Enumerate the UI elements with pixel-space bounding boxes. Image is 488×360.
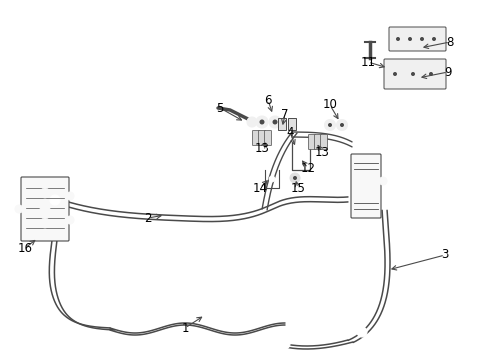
Circle shape [280, 339, 289, 349]
Circle shape [268, 176, 274, 182]
Circle shape [410, 72, 414, 76]
Circle shape [395, 37, 399, 41]
Text: 14: 14 [252, 181, 267, 194]
Circle shape [392, 72, 396, 76]
Text: 16: 16 [18, 242, 32, 255]
Circle shape [246, 117, 257, 127]
Bar [278, 118, 285, 130]
FancyBboxPatch shape [258, 130, 265, 145]
Text: 13: 13 [314, 145, 329, 158]
Text: 5: 5 [216, 102, 223, 114]
Circle shape [428, 72, 432, 76]
Circle shape [324, 120, 335, 130]
Circle shape [407, 37, 411, 41]
Circle shape [15, 205, 23, 213]
Circle shape [256, 116, 267, 128]
FancyBboxPatch shape [314, 135, 321, 149]
Circle shape [339, 123, 343, 127]
FancyBboxPatch shape [388, 27, 445, 51]
Circle shape [292, 176, 296, 180]
Circle shape [40, 188, 50, 198]
Circle shape [428, 34, 438, 44]
FancyBboxPatch shape [350, 154, 380, 218]
Circle shape [407, 69, 417, 79]
Circle shape [40, 203, 50, 213]
FancyBboxPatch shape [308, 135, 315, 149]
Text: 6: 6 [264, 94, 271, 107]
Text: 12: 12 [300, 162, 315, 175]
Text: 9: 9 [443, 66, 451, 78]
FancyBboxPatch shape [383, 59, 445, 89]
FancyBboxPatch shape [264, 130, 271, 145]
Circle shape [289, 173, 299, 183]
Circle shape [296, 152, 305, 160]
Circle shape [404, 34, 414, 44]
Text: 15: 15 [290, 181, 305, 194]
Circle shape [50, 195, 60, 205]
Circle shape [40, 218, 50, 228]
Circle shape [389, 69, 399, 79]
Text: 3: 3 [440, 248, 448, 261]
Circle shape [431, 37, 435, 41]
Circle shape [66, 216, 74, 224]
Circle shape [356, 327, 366, 337]
Text: 4: 4 [285, 126, 293, 139]
Circle shape [272, 120, 277, 125]
Circle shape [66, 192, 74, 200]
Text: 10: 10 [322, 99, 337, 112]
FancyBboxPatch shape [252, 130, 259, 145]
Circle shape [425, 69, 435, 79]
Circle shape [378, 177, 386, 185]
Text: 7: 7 [281, 108, 288, 122]
Text: 8: 8 [446, 36, 453, 49]
Circle shape [268, 116, 281, 128]
Text: 2: 2 [144, 211, 151, 225]
Circle shape [419, 37, 423, 41]
FancyBboxPatch shape [21, 177, 69, 241]
Circle shape [259, 120, 264, 125]
Circle shape [336, 120, 347, 130]
Bar [287, 118, 295, 130]
Text: 11: 11 [360, 55, 375, 68]
Circle shape [327, 123, 331, 127]
Circle shape [392, 34, 402, 44]
Text: 13: 13 [254, 141, 269, 154]
Text: 1: 1 [181, 321, 188, 334]
Circle shape [416, 34, 426, 44]
FancyBboxPatch shape [320, 135, 327, 149]
